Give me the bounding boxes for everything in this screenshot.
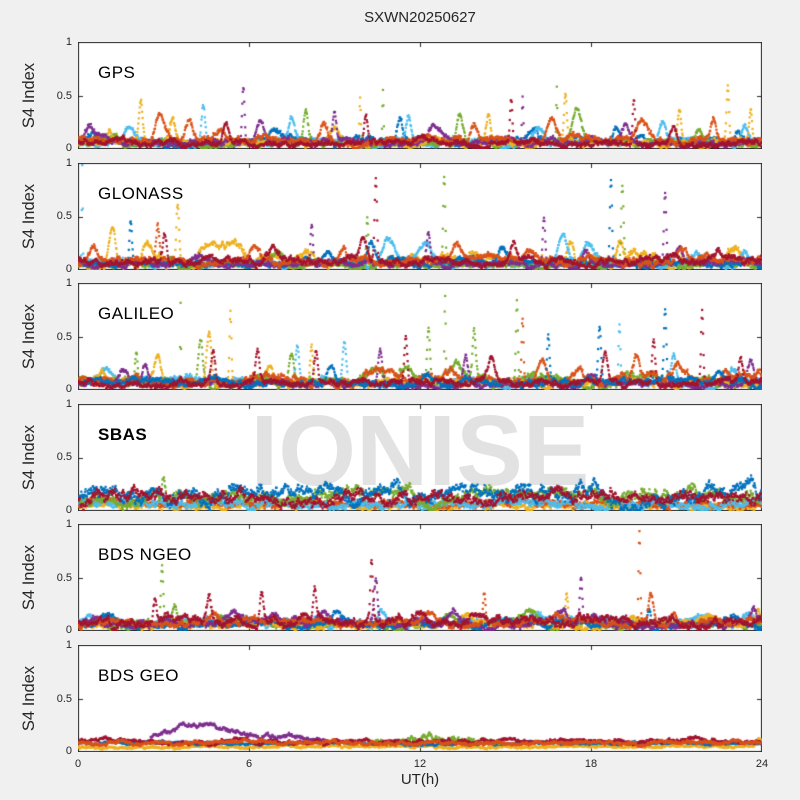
y-tick-label: 0 [65,142,72,154]
y-tick-label: 1 [65,277,72,290]
x-tick-label: 12 [413,758,427,770]
y-tick-label: 0.5 [56,330,72,343]
y-tick-label: 0 [65,262,72,275]
chart-title: SXWN20250627 [364,9,476,26]
y-axis-label: S4 Index [20,62,39,129]
y-tick-label: 0 [65,503,72,516]
y-tick-label: 0.5 [56,210,72,223]
y-tick-label: 0.5 [56,451,72,464]
y-tick-label: 0.5 [56,692,72,705]
x-tick-label: 6 [245,758,253,770]
y-tick-label: 0.5 [56,89,72,102]
panel-bds-ngeo [78,524,762,632]
panel-label-galileo: GALILEO [98,304,175,324]
panel-sbas: IONISE [78,401,762,511]
scatter-canvas-gps [78,42,762,149]
panel-bds-geo [78,645,762,752]
panel-glonass [78,162,762,270]
panel-gps [78,42,762,149]
y-tick-label: 1 [65,36,72,48]
panel-galileo [78,283,762,391]
panel-label-glonass: GLONASS [98,183,184,203]
y-tick-label: 1 [65,518,72,531]
y-axis-label: S4 Index [20,665,39,732]
y-tick-label: 0 [65,624,72,637]
y-tick-label: 1 [65,639,72,651]
y-tick-label: 0 [65,745,72,757]
x-tick-label: 0 [74,758,82,770]
panel-label-bds-ngeo: BDS NGEO [98,545,192,565]
scatter-canvas-bds-geo [78,645,762,752]
x-tick-label: 24 [755,758,769,770]
y-tick-label: 1 [65,156,72,169]
y-axis-label: S4 Index [20,304,39,370]
x-tick-label: 18 [584,758,598,770]
y-tick-label: 1 [65,397,72,410]
panel-label-gps: GPS [98,63,136,82]
y-tick-label: 0 [65,383,72,396]
y-axis-label: S4 Index [20,424,39,490]
scatter-canvas-sbas [78,403,762,511]
y-tick-label: 0.5 [56,571,72,584]
panel-label-bds-geo: BDS GEO [98,666,179,685]
scatter-canvas-galileo [78,283,762,391]
panel-label-sbas: SBAS [98,424,148,444]
y-axis-label: S4 Index [20,545,39,611]
scatter-canvas-glonass [78,162,762,270]
scatter-canvas-bds-ngeo [78,524,762,632]
x-axis-label: UT(h) [400,771,440,788]
y-axis-label: S4 Index [20,183,39,249]
